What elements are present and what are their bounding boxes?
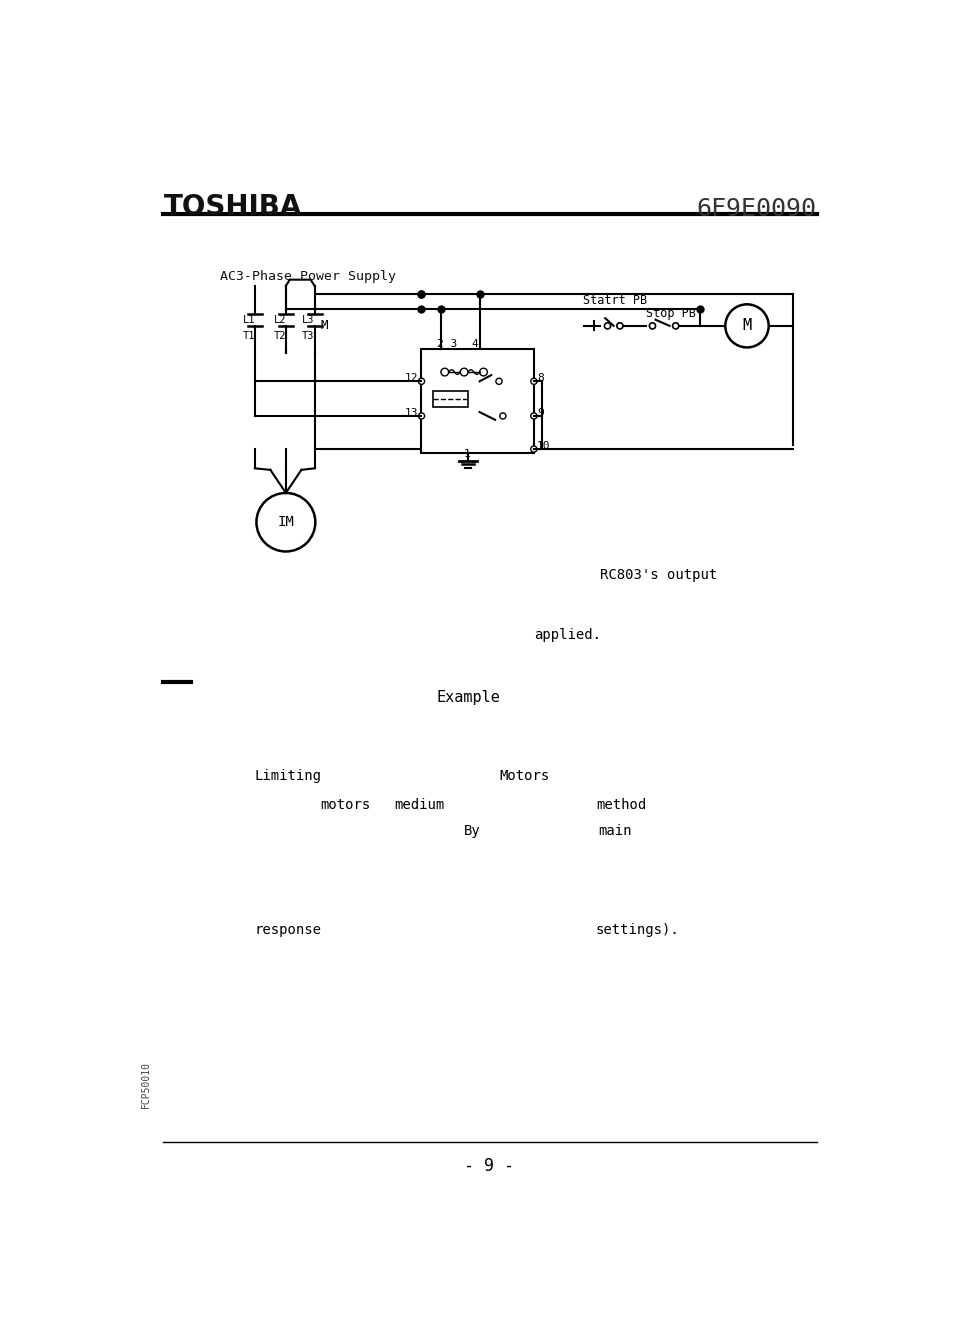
Circle shape [724,305,768,347]
Text: T1: T1 [242,331,254,341]
Text: response: response [254,923,321,937]
Circle shape [530,446,537,452]
Text: 2 3: 2 3 [436,338,456,349]
Text: main: main [598,824,631,838]
Text: medium: medium [394,798,444,812]
Text: Motors: Motors [498,768,549,783]
Circle shape [440,369,448,375]
Circle shape [617,323,622,329]
Text: 13: 13 [404,407,417,418]
Circle shape [256,493,315,552]
Circle shape [496,378,501,385]
Text: Example: Example [436,691,499,705]
Text: L2: L2 [274,315,286,326]
Text: 1: 1 [464,449,471,458]
Text: method: method [596,798,645,812]
Text: M: M [741,318,751,334]
Text: 4: 4 [472,338,478,349]
Circle shape [459,369,468,375]
Text: T2: T2 [274,331,286,341]
Circle shape [649,323,655,329]
Text: L3: L3 [302,315,314,326]
Text: Statrt PB: Statrt PB [582,294,646,306]
Text: RC803's output: RC803's output [599,568,717,582]
Text: motors: motors [320,798,371,812]
Text: settings).: settings). [596,923,679,937]
Circle shape [418,378,424,385]
Text: T3: T3 [302,331,314,341]
Text: 9: 9 [537,407,543,418]
Text: Stop PB: Stop PB [645,307,696,319]
Text: IM: IM [277,516,294,529]
Bar [421,349,534,453]
Circle shape [418,413,424,420]
Text: M: M [320,319,328,333]
Text: Limiting: Limiting [254,768,321,783]
Text: TOSHIBA: TOSHIBA [163,192,301,220]
Text: applied.: applied. [534,628,600,643]
Text: 6F9E0090: 6F9E0090 [696,198,816,222]
Text: L1: L1 [242,315,254,326]
Text: - 9 -: - 9 - [463,1157,514,1176]
Text: FCP50010: FCP50010 [141,1061,151,1108]
Circle shape [479,369,487,375]
Text: 10: 10 [537,441,550,452]
Text: AC3-Phase Power Supply: AC3-Phase Power Supply [220,270,395,283]
Circle shape [604,323,610,329]
Text: 8: 8 [537,373,543,383]
Text: By: By [464,824,480,838]
Circle shape [530,378,537,385]
Circle shape [499,413,505,420]
Circle shape [672,323,679,329]
Circle shape [530,413,537,420]
Bar [433,391,468,406]
Text: 12: 12 [404,373,417,383]
